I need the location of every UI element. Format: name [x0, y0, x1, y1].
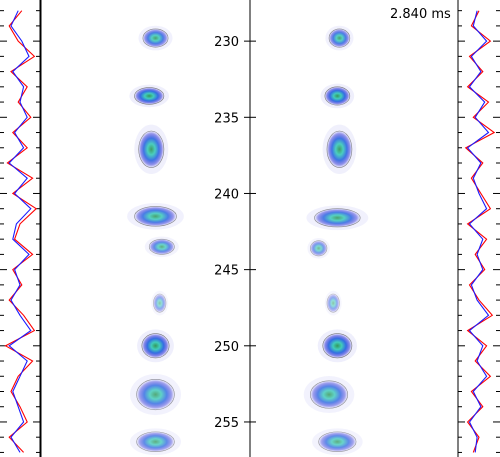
- blob: [314, 208, 361, 228]
- profile-series-1: [466, 10, 490, 453]
- y-tick-label: 250: [214, 340, 239, 355]
- blob: [136, 431, 175, 452]
- blob: [328, 28, 351, 48]
- blob: [134, 206, 177, 227]
- blob: [318, 431, 357, 452]
- right-image-blobs: [303, 25, 369, 456]
- time-label: 2.840 ms: [390, 7, 451, 22]
- blob: [153, 293, 167, 313]
- blob: [310, 380, 349, 409]
- blob: [136, 379, 175, 411]
- blob: [148, 238, 175, 255]
- blob: [326, 293, 340, 313]
- blob: [310, 240, 328, 257]
- right-profile-lines: [464, 10, 496, 453]
- blob: [322, 333, 353, 359]
- left-image-blobs: [127, 25, 184, 456]
- y-tick-label: 235: [214, 111, 239, 126]
- left-image-panel: [39, 0, 251, 457]
- y-tick-label: 230: [214, 35, 239, 50]
- profile-series-1: [8, 10, 32, 453]
- blob: [141, 333, 170, 359]
- left-profile-panel: [0, 0, 42, 457]
- profile-series-0: [4, 10, 38, 453]
- y-axis: 230 235 240 245 250 255: [214, 35, 256, 431]
- blob: [324, 86, 351, 106]
- left-profile-lines: [4, 10, 38, 453]
- right-profile-panel: [457, 0, 500, 457]
- y-tick-label: 240: [214, 187, 239, 202]
- blob: [142, 28, 169, 48]
- profile-series-0: [464, 10, 496, 453]
- blob: [138, 130, 165, 168]
- right-image-frame: [249, 0, 459, 457]
- blob: [326, 130, 353, 168]
- right-image-panel: 2.840 ms: [249, 0, 459, 457]
- left-profile-ticks: [0, 10, 40, 453]
- right-profile-frame: [457, 0, 459, 457]
- left-profile-frame: [40, 0, 42, 457]
- blob: [134, 87, 165, 105]
- right-profile-ticks: [458, 10, 500, 453]
- y-tick-label: 245: [214, 264, 239, 279]
- y-tick-label: 255: [214, 416, 239, 431]
